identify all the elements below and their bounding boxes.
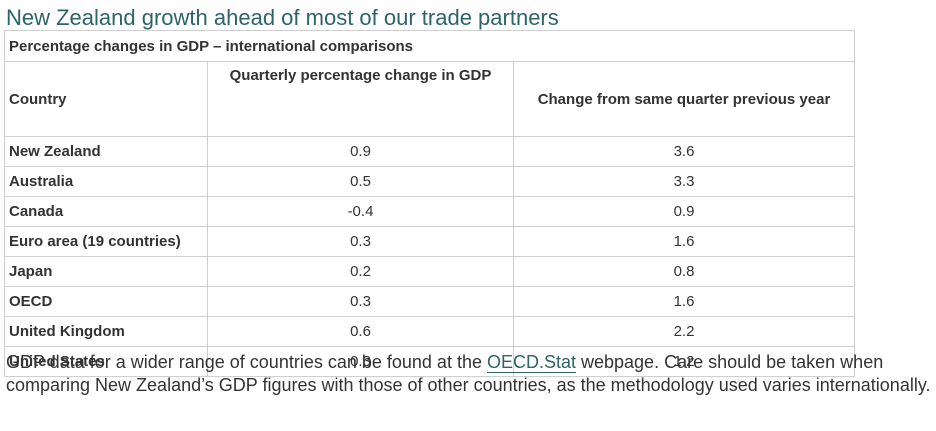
header-country: Country [4, 61, 208, 137]
quarterly-change-cell: 0.6 [207, 316, 514, 347]
annual-change-cell: 3.6 [513, 136, 855, 167]
table-header-row: Country Quarterly percentage change in G… [4, 61, 855, 137]
quarterly-change-cell: 0.3 [207, 346, 514, 377]
quarterly-change-cell: 0.5 [207, 166, 514, 197]
table-row: OECD 0.3 1.6 [4, 286, 855, 317]
header-quarterly-change: Quarterly percentage change in GDP [207, 61, 514, 137]
country-cell: New Zealand [4, 136, 208, 167]
gdp-comparison-table: Percentage changes in GDP – internationa… [4, 30, 855, 377]
quarterly-change-cell: 0.9 [207, 136, 514, 167]
country-cell: Canada [4, 196, 208, 227]
quarterly-change-cell: 0.3 [207, 226, 514, 257]
table-row: United States 0.3 1.2 [4, 346, 855, 377]
annual-change-cell: 0.9 [513, 196, 855, 227]
oecd-stat-link[interactable]: OECD.Stat [486, 352, 576, 373]
country-cell: OECD [4, 286, 208, 317]
table-caption: Percentage changes in GDP – internationa… [4, 30, 855, 62]
quarterly-change-cell: 0.3 [207, 286, 514, 317]
annual-change-cell: 0.8 [513, 256, 855, 287]
annual-change-cell: 1.6 [513, 286, 855, 317]
country-cell: United Kingdom [4, 316, 208, 347]
table-row: Japan 0.2 0.8 [4, 256, 855, 287]
header-annual-change: Change from same quarter previous year [513, 61, 855, 137]
table-caption-row: Percentage changes in GDP – internationa… [4, 30, 855, 62]
table-row: Euro area (19 countries) 0.3 1.6 [4, 226, 855, 257]
annual-change-cell: 1.6 [513, 226, 855, 257]
quarterly-change-cell: -0.4 [207, 196, 514, 227]
country-cell: Australia [4, 166, 208, 197]
country-cell: Euro area (19 countries) [4, 226, 208, 257]
table-row: United Kingdom 0.6 2.2 [4, 316, 855, 347]
footnote-text-before: GDP data for a wider range of countries … [6, 352, 487, 372]
footnote-paragraph: GDP data for a wider range of countries … [6, 351, 934, 397]
annual-change-cell: 3.3 [513, 166, 855, 197]
annual-change-cell: 2.2 [513, 316, 855, 347]
table-row: Australia 0.5 3.3 [4, 166, 855, 197]
table-row: New Zealand 0.9 3.6 [4, 136, 855, 167]
page-title: New Zealand growth ahead of most of our … [6, 5, 559, 30]
country-cell: United States [4, 346, 208, 377]
country-cell: Japan [4, 256, 208, 287]
annual-change-cell: 1.2 [513, 346, 855, 377]
quarterly-change-cell: 0.2 [207, 256, 514, 287]
footnote-text-after: webpage. Care should be taken when compa… [6, 352, 931, 395]
table-row: Canada -0.4 0.9 [4, 196, 855, 227]
